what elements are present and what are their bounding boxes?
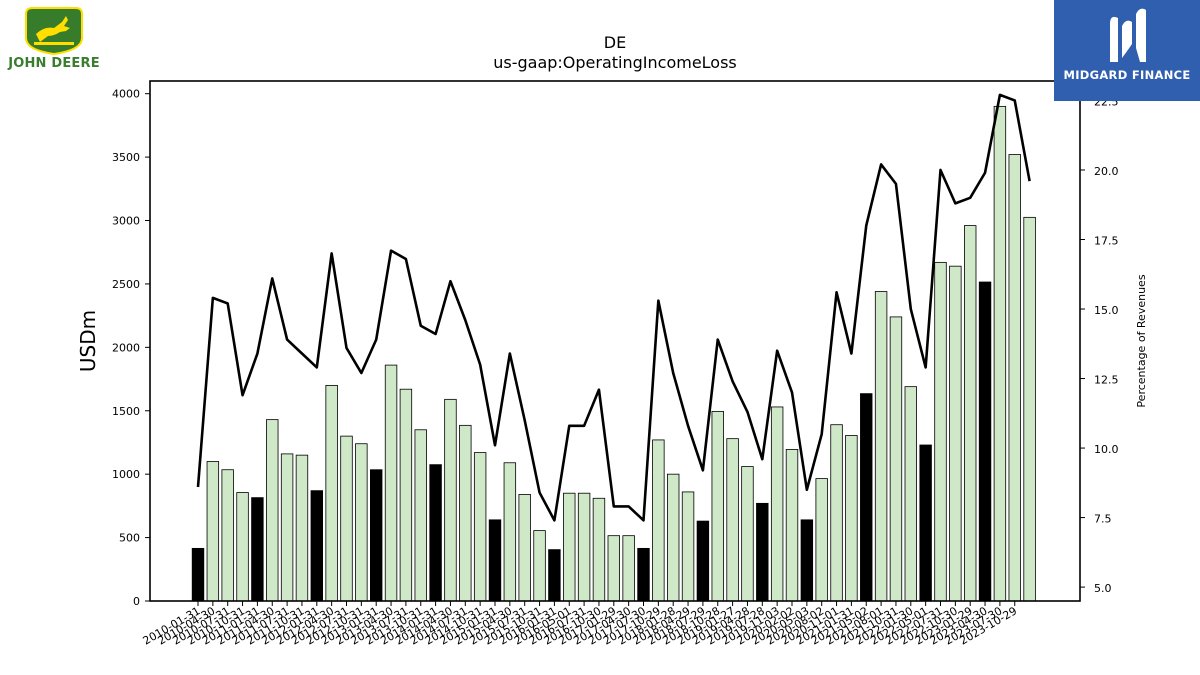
midgard-finance-brand-text: MIDGARD FINANCE: [1063, 68, 1191, 82]
bar-40: [785, 449, 799, 602]
bar-6: [280, 453, 294, 602]
bar-56: [1023, 216, 1036, 602]
bar-5: [266, 419, 279, 602]
midgard-emblem-icon: [1110, 8, 1146, 63]
bar-1: [206, 461, 220, 602]
y-tick-label-2: 1000: [112, 468, 140, 481]
bar-4: [251, 497, 264, 602]
y-right-tick-label-0: 5.0: [1094, 582, 1112, 595]
bar-50: [934, 261, 947, 602]
y-tick-label-7: 3500: [112, 151, 140, 164]
deer-emblem-icon: [25, 7, 83, 56]
bar-48: [904, 386, 918, 602]
bar-17: [444, 398, 457, 602]
y-axis-label: USDm: [76, 310, 100, 372]
bar-28: [607, 535, 621, 602]
bar-36: [726, 438, 739, 602]
y-tick-label-6: 3000: [112, 215, 140, 228]
bar-46: [874, 291, 888, 602]
y-tick-label-3: 1500: [112, 405, 140, 418]
chart-subtitle: us-gaap:OperatingIncomeLoss: [493, 53, 737, 72]
line-layer: [196, 93, 1031, 522]
bar-32: [667, 473, 680, 602]
bar-47: [889, 316, 903, 602]
bar-44: [845, 435, 858, 602]
bar-12: [369, 469, 383, 602]
bar-19: [473, 452, 487, 602]
bar-24: [548, 549, 561, 602]
bars-layer: [191, 105, 1036, 602]
bar-38: [756, 502, 769, 602]
bar-45: [860, 393, 873, 602]
bar-0: [191, 547, 205, 602]
y-axis-right-label: Percentage of Revenues: [1135, 274, 1148, 407]
bar-26: [577, 492, 591, 602]
bar-15: [414, 429, 427, 602]
bar-13: [384, 364, 398, 602]
y-tick-label-5: 2500: [112, 278, 140, 291]
bar-31: [652, 439, 665, 602]
y-tick-label-0: 0: [133, 595, 140, 608]
y-right-tick-label-2: 10.0: [1094, 443, 1119, 456]
y-right-tick-label-4: 15.0: [1094, 304, 1119, 317]
y-right-tick-label-6: 20.0: [1094, 165, 1119, 178]
bar-35: [711, 410, 724, 602]
y-tick-label-8: 4000: [112, 88, 140, 101]
bar-49: [919, 444, 932, 602]
bar-14: [399, 388, 413, 602]
plot-frame: [149, 80, 1081, 602]
bar-8: [310, 490, 324, 602]
y-tick-label-1: 500: [119, 532, 140, 545]
bar-33: [681, 491, 695, 602]
bar-7: [295, 454, 309, 602]
y-tick-label-4: 2000: [112, 341, 140, 354]
bar-34: [696, 520, 710, 602]
bar-52: [964, 225, 977, 602]
bar-10: [340, 435, 353, 602]
bar-2: [221, 469, 234, 602]
bar-43: [830, 424, 843, 602]
bar-29: [622, 535, 635, 602]
bar-11: [355, 443, 368, 602]
y-right-tick-label-3: 12.5: [1094, 374, 1119, 387]
bar-27: [592, 497, 606, 602]
john-deere-logo: JOHN DEERE: [4, 4, 104, 74]
bar-9: [325, 384, 338, 602]
john-deere-brand-text: JOHN DEERE: [8, 56, 100, 71]
bar-20: [488, 519, 502, 602]
y-right-tick-label-5: 17.5: [1094, 235, 1119, 248]
bar-23: [533, 530, 546, 602]
bar-25: [563, 492, 576, 602]
axes-layer: 0 500 1000 1500 2000 2500 3000 3500 4000 5.0 7.5 10…: [112, 80, 1119, 648]
bar-42: [815, 478, 828, 602]
chart-title: DE: [604, 33, 626, 52]
bar-51: [949, 265, 962, 602]
bar-21: [503, 462, 517, 602]
bar-41: [800, 519, 814, 602]
bar-37: [741, 466, 754, 602]
bar-55: [1008, 154, 1021, 602]
bar-22: [518, 494, 531, 602]
bar-53: [978, 281, 992, 602]
bar-30: [637, 547, 650, 602]
percentage-line: [196, 93, 1031, 522]
bar-18: [459, 424, 472, 602]
bar-54: [993, 105, 1007, 602]
bar-3: [236, 492, 249, 602]
y-right-tick-label-1: 7.5: [1094, 513, 1112, 526]
midgard-finance-logo: MIDGARD FINANCE: [1054, 0, 1200, 101]
bar-39: [770, 406, 784, 602]
bar-16: [429, 464, 442, 602]
